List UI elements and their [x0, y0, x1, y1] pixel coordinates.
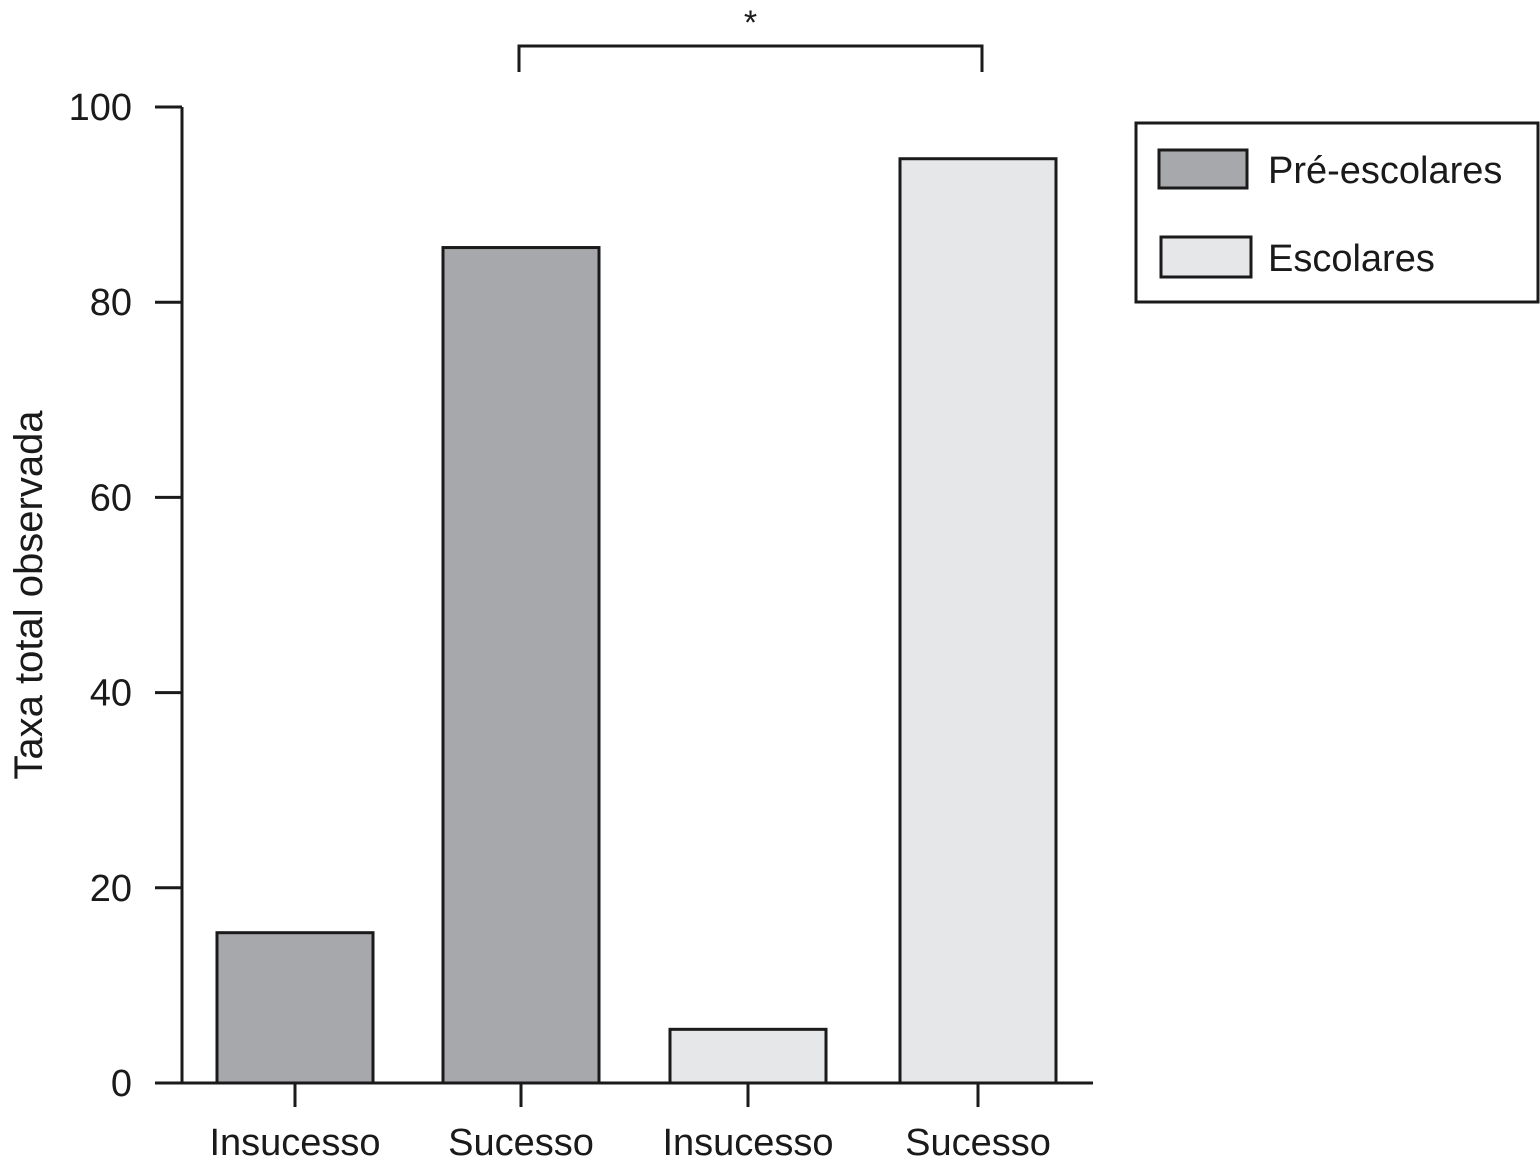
y-tick-label: 100: [69, 87, 132, 129]
y-tick-label: 60: [90, 477, 132, 519]
x-ticks: Insucesso Sucesso Insucesso Sucesso: [209, 1083, 1051, 1164]
bar-pre-escolares-sucesso: [441, 246, 601, 1085]
legend-label-pre-escolares: Pré-escolares: [1268, 150, 1502, 192]
y-tick-label: 20: [90, 868, 132, 910]
y-tick-label: 40: [90, 673, 132, 715]
y-tick-label: 80: [90, 282, 132, 324]
y-ticks: 0 20 40 60 80 100: [69, 87, 182, 1105]
bars-layer: [215, 157, 1058, 1085]
bar-pre-escolares-insucesso: [215, 931, 375, 1085]
legend: Pré-escolares Escolares: [1134, 121, 1540, 304]
x-tick-label: Insucesso: [662, 1122, 833, 1164]
y-axis-title: Taxa total observada: [7, 410, 51, 780]
legend-swatch-pre-escolares: [1157, 148, 1249, 190]
legend-swatch-escolares: [1159, 235, 1253, 279]
significance-bracket: *: [517, 4, 984, 72]
bar-escolares-sucesso: [898, 157, 1058, 1085]
x-tick-label: Insucesso: [209, 1122, 380, 1164]
significance-bracket-line: [517, 44, 984, 72]
x-tick-label: Sucesso: [448, 1122, 594, 1164]
bar-escolares-insucesso: [668, 1027, 828, 1085]
significance-asterisk: *: [744, 4, 757, 42]
y-tick-label: 0: [111, 1063, 132, 1105]
x-tick-label: Sucesso: [905, 1122, 1051, 1164]
legend-label-escolares: Escolares: [1268, 238, 1435, 280]
